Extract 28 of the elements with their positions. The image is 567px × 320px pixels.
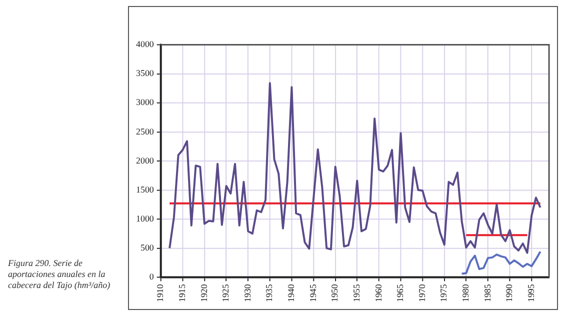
x-tick-label: 1980: [460, 284, 471, 302]
y-tick-label: 2500: [136, 126, 154, 136]
x-tick-label: 1960: [373, 284, 384, 302]
x-tick-label: 1965: [395, 284, 406, 302]
x-tick-label: 1910: [155, 284, 166, 302]
y-tick-label: 1500: [136, 184, 154, 194]
y-tick-label: 1000: [136, 213, 154, 224]
y-tick-label: 4000: [136, 39, 154, 50]
x-tick-label: 1955: [351, 284, 362, 302]
x-tick-label: 1945: [308, 284, 318, 302]
x-tick-label: 1985: [482, 284, 492, 302]
y-tick-label: 3000: [136, 97, 154, 108]
x-tick-label: 1975: [438, 284, 449, 302]
x-tick-label: 1915: [177, 284, 188, 302]
y-tick-label: 500: [140, 242, 154, 252]
y-tick-label: 3500: [136, 68, 154, 78]
x-tick-label: 1920: [198, 284, 209, 302]
x-tick-label: 1935: [264, 284, 274, 302]
x-tick-label: 1940: [286, 284, 296, 302]
x-tick-label: 1925: [220, 284, 231, 302]
x-tick-label: 1990: [504, 284, 514, 302]
y-tick-label: 0: [149, 272, 154, 282]
text: Figura 290. Serie de aportaciones anuales en la cabecera del Tajo (hm³/año): [8, 258, 112, 291]
x-tick-label: 1970: [416, 284, 427, 302]
x-tick-label: 1995: [526, 284, 536, 302]
x-tick-label: 1930: [242, 284, 252, 302]
y-tick-label: 2000: [136, 155, 154, 166]
x-tick-label: 1950: [330, 284, 340, 302]
